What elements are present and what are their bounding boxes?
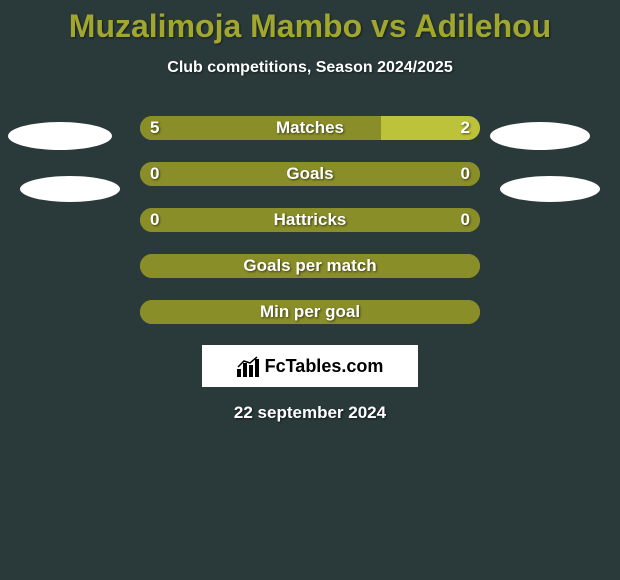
subtitle: Club competitions, Season 2024/2025 [0,59,620,77]
bar-label: Hattricks [274,210,347,230]
value-right: 0 [461,164,470,184]
bar-container: 0 0 Hattricks [140,208,480,232]
logo: FcTables.com [202,345,418,387]
decorative-pill [500,176,600,202]
bar-chart-icon [237,355,259,377]
page-title: Muzalimoja Mambo vs Adilehou [0,0,620,45]
value-right: 0 [461,210,470,230]
decorative-pill [20,176,120,202]
bar-container: 0 0 Goals [140,162,480,186]
decorative-pill [8,122,112,150]
stat-row: 0 0 Hattricks [0,197,620,243]
value-left: 0 [150,210,159,230]
bar-left [140,116,381,140]
bar-container: 5 2 Matches [140,116,480,140]
bar-container: Min per goal [140,300,480,324]
value-right: 2 [461,118,470,138]
stat-row: Goals per match [0,243,620,289]
bar-label: Goals per match [243,256,376,276]
logo-text: FcTables.com [265,356,384,377]
bar-container: Goals per match [140,254,480,278]
bar-label: Matches [276,118,344,138]
bar-label: Min per goal [260,302,360,322]
value-left: 5 [150,118,159,138]
date-text: 22 september 2024 [0,403,620,423]
value-left: 0 [150,164,159,184]
bar-label: Goals [286,164,333,184]
stat-row: Min per goal [0,289,620,335]
decorative-pill [490,122,590,150]
